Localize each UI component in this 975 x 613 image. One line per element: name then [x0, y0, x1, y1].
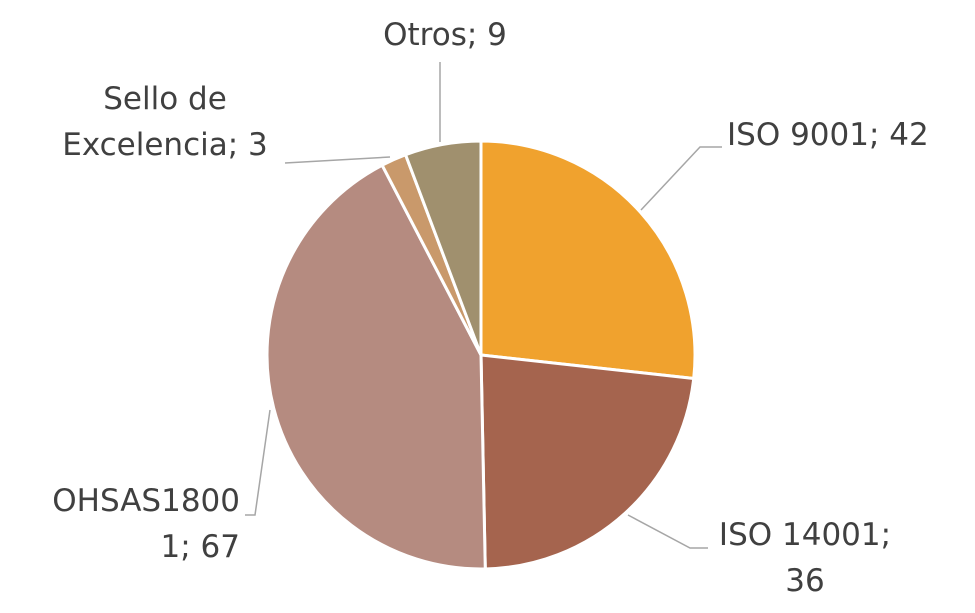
- data-label: ISO 9001; 42: [727, 117, 929, 153]
- data-label: Sello de Excelencia; 3: [62, 81, 268, 163]
- leader-line: [627, 514, 708, 549]
- data-label: OHSAS1800 1; 67: [52, 483, 240, 565]
- pie-slice: [265, 163, 487, 571]
- pie-slice: [479, 139, 697, 381]
- leader-line: [640, 146, 722, 211]
- leader-line: [245, 409, 271, 516]
- data-label: ISO 14001; 36: [718, 517, 892, 599]
- pie-slice: [403, 139, 483, 356]
- pie-slice: [479, 353, 696, 571]
- leader-line: [284, 156, 391, 164]
- data-label: Otros; 9: [383, 17, 507, 53]
